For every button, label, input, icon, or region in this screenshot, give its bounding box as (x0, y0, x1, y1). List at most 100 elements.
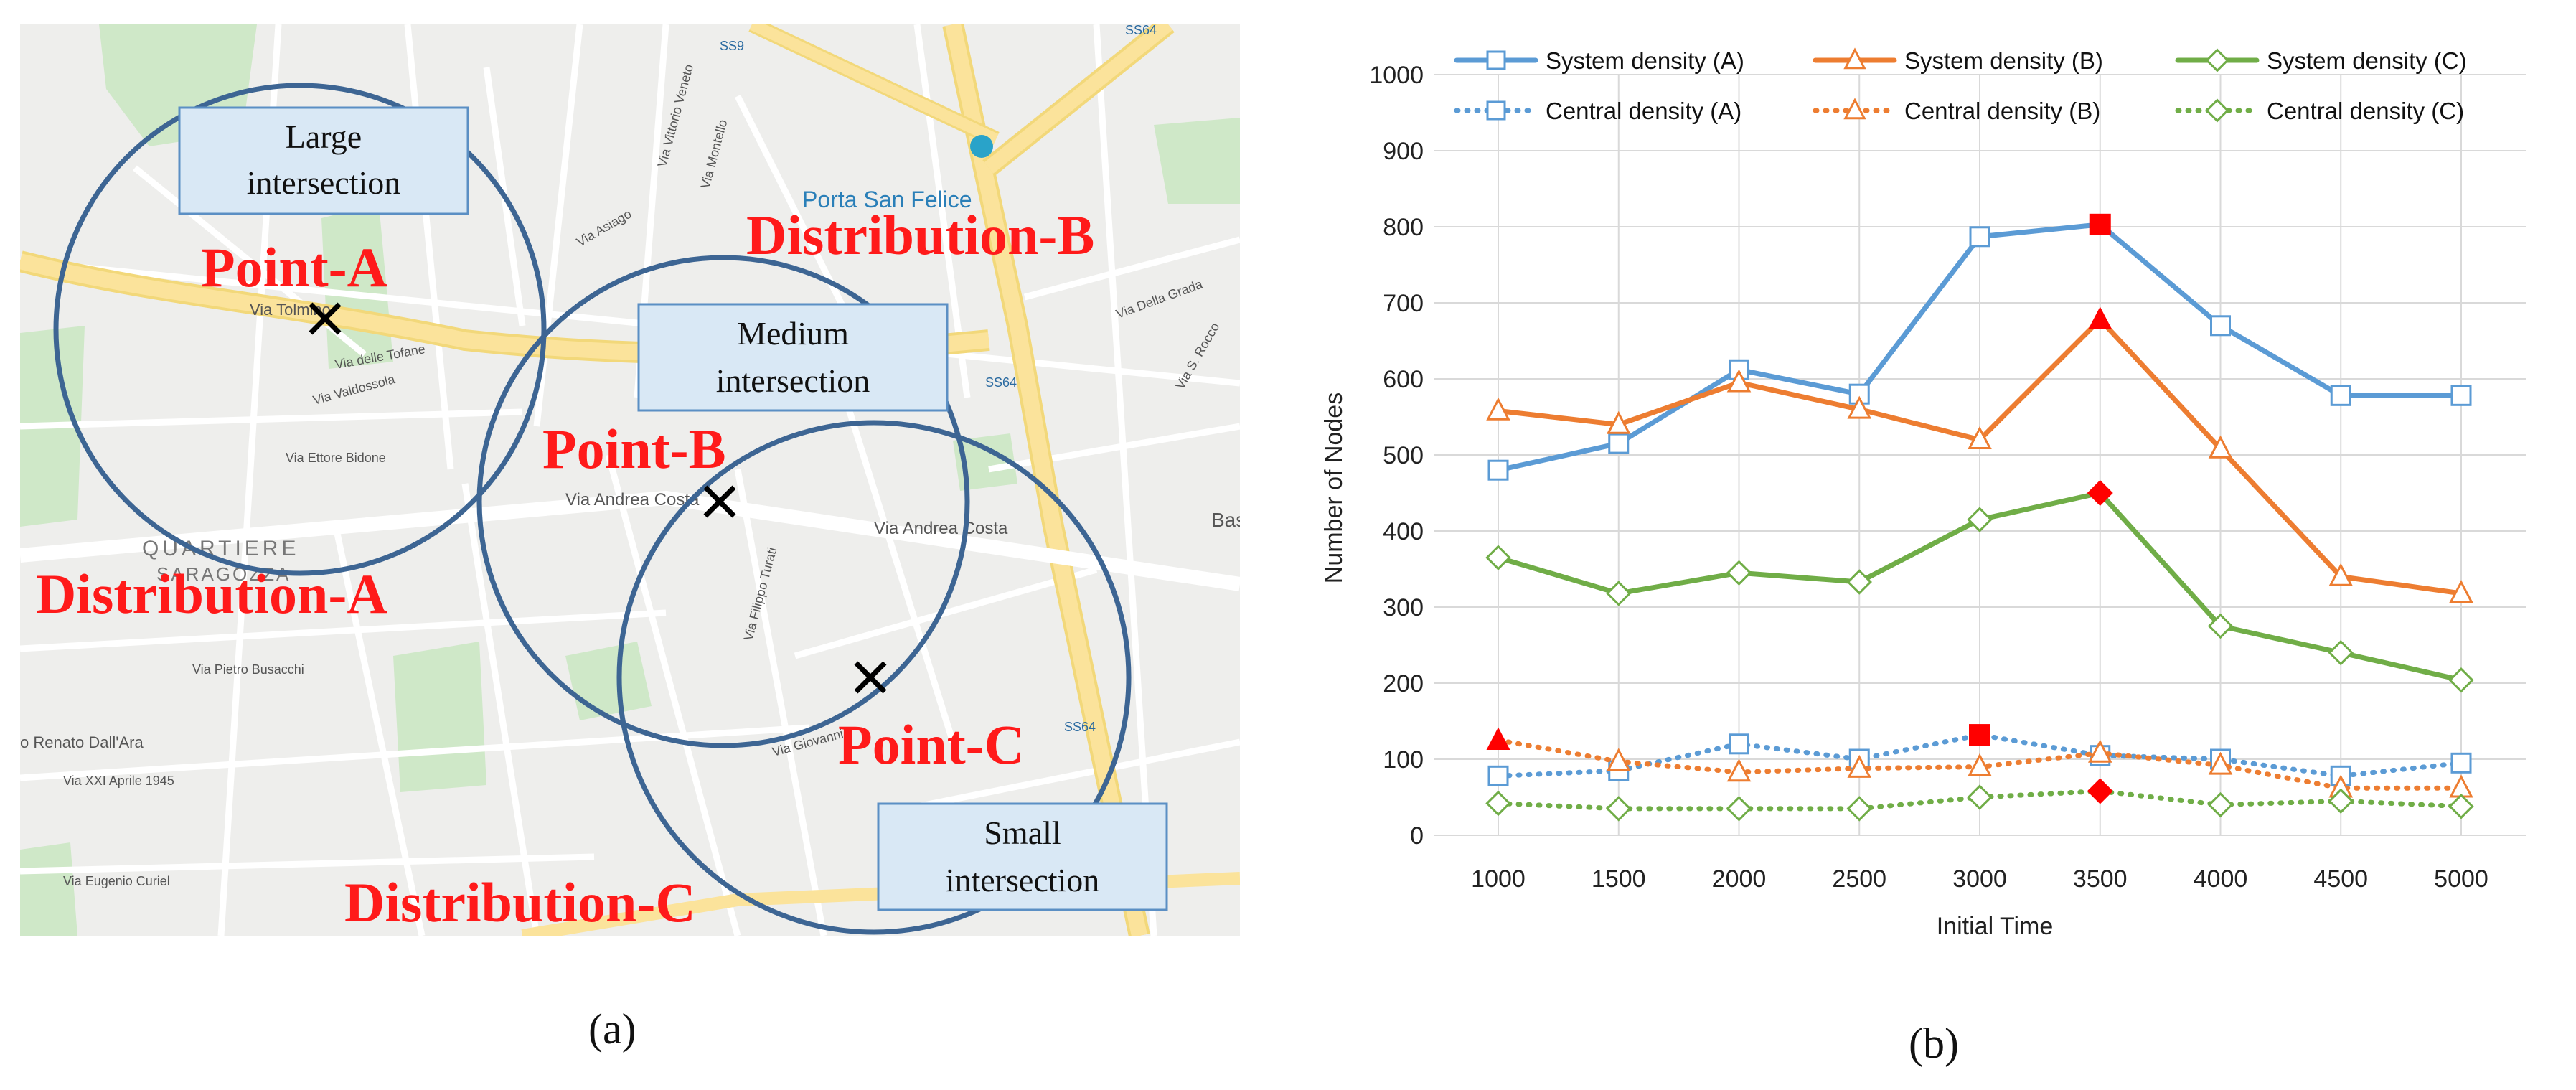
legend-item: Central density (A) (1454, 98, 1741, 124)
legend-item: System density (C) (2175, 47, 2467, 74)
small-intersection-box: Small intersection (877, 802, 1168, 911)
square-marker (1608, 433, 1630, 454)
diamond-marker (1846, 569, 1872, 595)
series-line (1495, 732, 2464, 779)
axes: 0 100 200 300 400 500 600 700 800 900 1000 1000 1500… (1369, 62, 2488, 893)
y-tick-label: 400 (1383, 518, 1424, 545)
circle-point-c (616, 420, 1132, 935)
square-marker (1969, 226, 1990, 248)
map-street-label: Via Pietro Busacchi (192, 662, 304, 677)
park-area (393, 642, 486, 792)
diamond-marker (2328, 788, 2354, 814)
triangle-marker (2208, 751, 2233, 775)
series-system-density-c (1485, 480, 2474, 693)
diamond-marker (2205, 48, 2229, 72)
triangle-marker (2087, 739, 2112, 763)
triangle-marker (1968, 426, 1992, 449)
park-area (953, 433, 1017, 491)
diamond-marker (1846, 796, 1872, 822)
square-marker (1729, 733, 1749, 755)
map-street-label: Via XXI Aprile 1945 (63, 774, 174, 788)
x-tick-label: 1500 (1592, 865, 1646, 893)
map-street-label: Bas (1211, 509, 1240, 531)
point-a-label: Point-A (201, 236, 387, 299)
park-area (1154, 118, 1240, 204)
diamond-marker (2448, 667, 2474, 693)
map-street-label: o Renato Dall'Ara (20, 733, 144, 751)
map-street-label: QUARTIERE (142, 537, 299, 560)
x-tick-label: 2000 (1712, 865, 1767, 893)
diamond-marker (2087, 480, 2113, 506)
y-tick-label: 300 (1383, 594, 1424, 621)
square-marker (1487, 459, 1509, 481)
triangle-marker (2328, 563, 2354, 586)
map-street-label: Via Eugenio Curiel (63, 874, 170, 888)
map-panel: Porta San Felice Via Tolmino Via Andrea … (20, 24, 1240, 936)
map-street-label: Via Andrea Costa (874, 519, 1008, 538)
diamond-marker (1967, 507, 1993, 532)
triangle-marker (2208, 435, 2233, 459)
medium-intersection-box: Medium intersection (637, 303, 949, 412)
circle-point-a (53, 83, 547, 576)
distribution-b-label: Distribution-B (746, 204, 1094, 266)
diamond-marker (2207, 613, 2234, 639)
legend-label: System density (B) (1904, 47, 2103, 74)
square-marker (1969, 724, 1990, 746)
svg-text:intersection: intersection (716, 362, 870, 399)
y-tick-label: 800 (1383, 214, 1424, 241)
grid (1434, 74, 2526, 836)
triangle-marker (1968, 753, 1992, 776)
map-street-label: SS64 (985, 375, 1017, 390)
legend-label: Central density (C) (2267, 98, 2464, 124)
triangle-marker (1843, 98, 1866, 120)
legend-item: Central density (C) (2175, 98, 2464, 124)
map-street-label: Via Andrea Costa (565, 490, 700, 509)
map-street-label: Via Ettore Bidone (286, 451, 386, 465)
y-tick-label: 700 (1383, 290, 1424, 317)
square-marker (2450, 385, 2472, 406)
square-marker (1486, 100, 1506, 121)
park-area (20, 842, 77, 936)
diamond-marker (1606, 796, 1632, 822)
x-axis-label: Initial Time (1937, 913, 2054, 940)
square-marker (2089, 213, 2111, 235)
triangle-marker (1726, 758, 1752, 782)
legend-label: System density (A) (1546, 47, 1744, 74)
diamond-marker (1485, 545, 1511, 570)
y-tick-label: 100 (1383, 746, 1424, 774)
diamond-marker (1485, 790, 1511, 817)
intersection-circles (53, 83, 1132, 935)
point-c-marker (854, 661, 887, 694)
triangle-marker (1726, 369, 1752, 393)
diamond-marker (1726, 560, 1752, 586)
svg-text:Large: Large (286, 118, 362, 155)
square-marker (2210, 315, 2231, 337)
diamond-marker (1726, 796, 1752, 822)
point-b-label: Point-B (542, 418, 726, 480)
x-tick-label: 2500 (1832, 865, 1886, 893)
map-street-label: SARAGOZZA (156, 563, 291, 585)
y-tick-label: 500 (1383, 442, 1424, 469)
point-b-marker (703, 485, 736, 518)
svg-text:Medium: Medium (737, 315, 849, 352)
y-tick-label: 900 (1383, 138, 1424, 165)
x-tick-label: 3000 (1952, 865, 2007, 893)
series-central-density-c (1485, 778, 2474, 822)
svg-text:Small: Small (984, 814, 1061, 851)
circle-point-b (476, 255, 970, 748)
diamond-marker (2205, 98, 2229, 123)
x-tick-label: 4000 (2194, 865, 2248, 893)
triangle-marker (1606, 748, 1631, 771)
legend-label: Central density (A) (1546, 98, 1741, 124)
triangle-marker (1606, 410, 1631, 434)
caption-a: (a) (588, 1005, 636, 1053)
map-street-label: SS64 (1064, 720, 1096, 734)
legend: System density (A) System density (B) Syst… (1454, 47, 2467, 124)
legend-item: Central density (B) (1813, 98, 2100, 124)
line-chart: 0 100 200 300 400 500 600 700 800 900 1000 1000 1500… (1320, 47, 2526, 940)
triangle-marker (1847, 395, 1872, 419)
square-marker (1487, 765, 1509, 786)
svg-text:intersection: intersection (247, 164, 401, 201)
legend-label: Central density (B) (1904, 98, 2100, 124)
svg-text:intersection: intersection (946, 862, 1100, 898)
